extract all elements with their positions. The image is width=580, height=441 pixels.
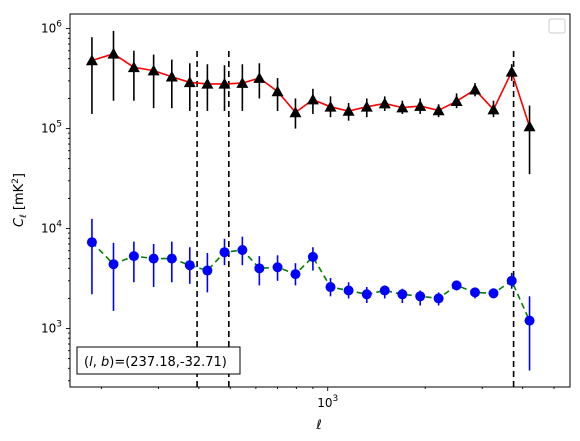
series-1-marker-2: [107, 47, 120, 59]
x-tick-label-1: 103: [317, 394, 338, 410]
series-2-marker-16: [361, 289, 372, 300]
annotation-text: (l, b)=(237.18,-32.71): [84, 355, 227, 370]
series-1-marker-9: [236, 77, 249, 88]
series-1-marker-18: [396, 101, 409, 113]
series-1-marker-13: [306, 93, 319, 105]
series-1-marker-20: [432, 104, 445, 116]
series-2-marker-9: [237, 245, 248, 256]
series-2-marker-22: [470, 287, 481, 298]
series-2-marker-7: [202, 265, 213, 276]
series-2-marker-10: [254, 263, 265, 274]
series-2-marker-14: [325, 282, 336, 293]
series-1-marker-6: [183, 76, 196, 88]
series-2-marker-2: [108, 259, 119, 270]
plot-layer: [85, 30, 536, 387]
series-1-marker-24: [505, 65, 518, 77]
series-2-marker-11: [272, 262, 283, 273]
series-1-marker-5: [165, 70, 178, 82]
series-2-marker-12: [290, 269, 301, 280]
y-tick-label-3: 105: [41, 120, 62, 136]
annotation-box: [76, 346, 241, 375]
series-2-marker-19: [415, 291, 426, 302]
y-tick-label-1: 103: [41, 320, 62, 336]
series-1-marker-22: [469, 83, 482, 95]
series-1-marker-25: [523, 120, 536, 132]
y-axis-label: Cℓ [mK2]: [11, 173, 29, 227]
series-1-marker-11: [271, 85, 284, 97]
series-1-marker-19: [414, 100, 427, 111]
series-1-marker-14: [324, 100, 337, 112]
series-2-marker-17: [379, 285, 390, 296]
series-1-marker-15: [342, 104, 355, 116]
y-tick-label-4: 106: [41, 20, 62, 36]
series-1-marker-7: [201, 77, 214, 89]
series-2-marker-13: [307, 251, 318, 262]
series-2-marker-21: [451, 280, 462, 291]
series-2-marker-1: [86, 237, 97, 248]
series-2-marker-23: [488, 288, 499, 299]
series-1-marker-21: [450, 95, 463, 106]
series-2-marker-24: [506, 275, 517, 286]
series-1-marker-10: [253, 72, 266, 83]
series-1-marker-4: [147, 64, 160, 76]
series-2-marker-3: [128, 251, 139, 262]
series-1-marker-17: [378, 97, 391, 109]
series-2-marker-8: [219, 247, 230, 258]
series-1-marker-1: [85, 54, 98, 66]
annotation: (l, b)=(237.18,-32.71): [76, 346, 241, 375]
series-2-marker-15: [343, 285, 354, 296]
series-1-marker-3: [127, 61, 140, 73]
series-1-marker-12: [289, 106, 302, 118]
axis-layer: 103 104 105 106 103: [41, 20, 555, 410]
legend-box: [548, 18, 566, 34]
series-1-marker-16: [360, 100, 373, 112]
series-2-marker-18: [397, 289, 408, 300]
x-axis-label: ℓ: [315, 418, 321, 433]
series-1-marker-23: [487, 103, 500, 115]
series-2-marker-4: [148, 253, 159, 264]
y-tick-label-2: 104: [41, 220, 62, 236]
series-2-marker-5: [166, 253, 177, 264]
plot-frame: [69, 13, 571, 388]
series-2-marker-20: [433, 293, 444, 304]
series-2-marker-25: [524, 315, 535, 326]
series-2-marker-6: [184, 260, 195, 271]
series-1-marker-8: [218, 77, 231, 89]
